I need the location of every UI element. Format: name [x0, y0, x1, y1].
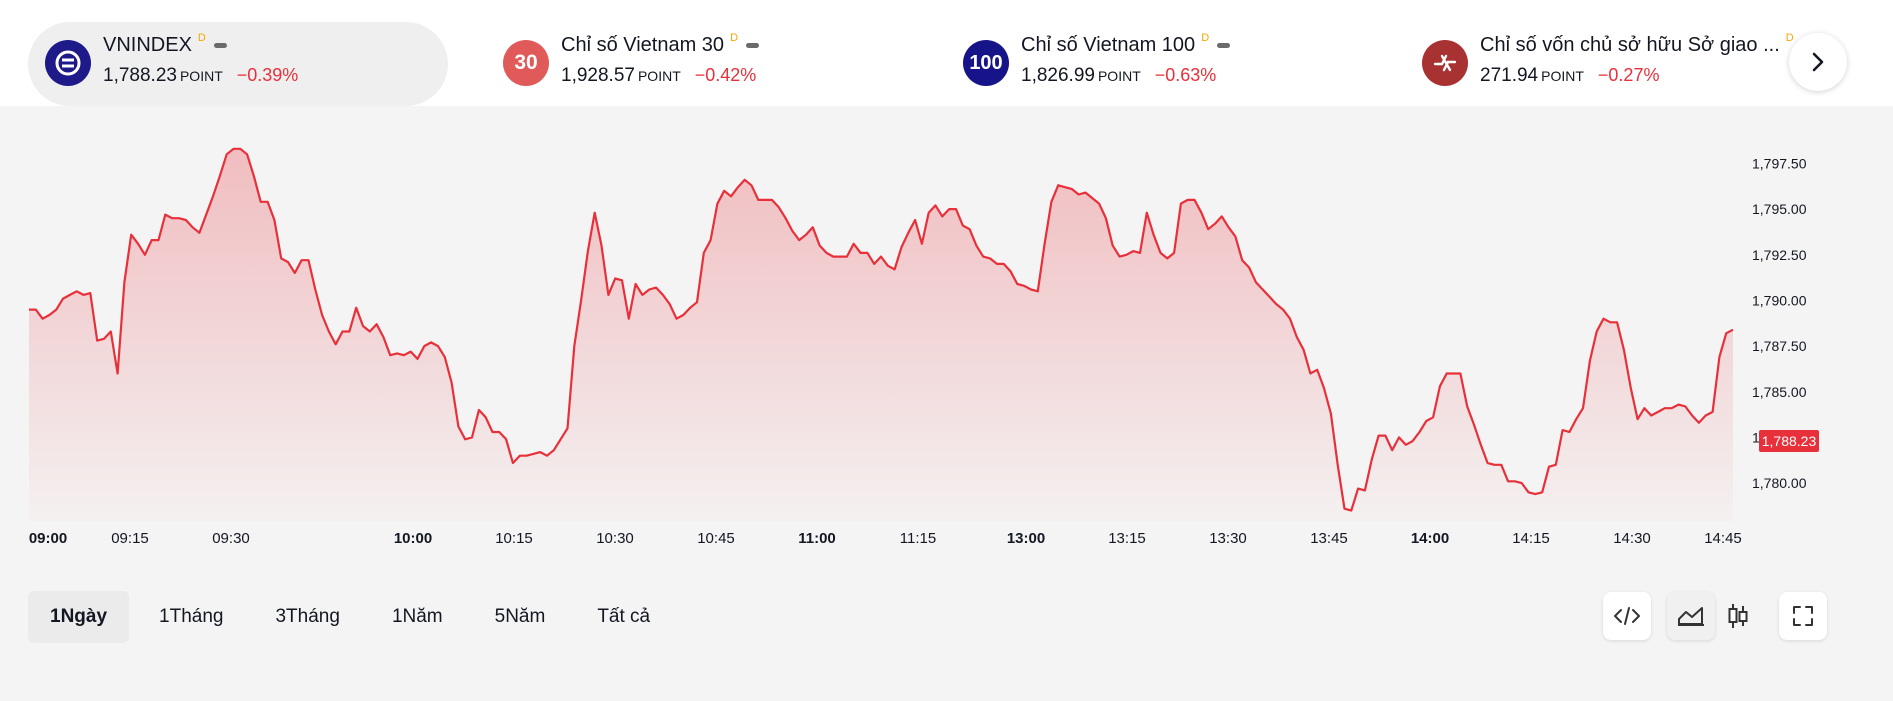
ticker-delay-flag: D — [1785, 32, 1794, 44]
price-chart-svg: 1,797.50 1,795.00 1,792.50 1,790.00 1,787.50… — [29, 147, 1807, 547]
y-tick-label: 1,785.00 — [1752, 384, 1807, 400]
y-tick-label: 1,797.50 — [1752, 155, 1807, 171]
code-icon — [1614, 607, 1640, 625]
range-button-1[interactable]: 1Tháng — [159, 606, 224, 627]
x-tick-label: 13:00 — [1007, 530, 1045, 546]
ticker-info: VNINDEX D 1,788.23 POINT −0.39% — [103, 32, 299, 87]
x-tick-label: 09:15 — [111, 530, 149, 546]
exchange-logo-icon — [1433, 54, 1457, 72]
y-tick-label: 1,787.50 — [1752, 338, 1807, 354]
ticker-change: −0.39% — [236, 65, 299, 85]
x-tick-label: 13:30 — [1209, 530, 1247, 546]
next-tickers-button[interactable] — [1789, 33, 1847, 91]
price-line — [29, 147, 1734, 512]
x-tick-label: 11:15 — [900, 530, 936, 546]
ticker-1[interactable]: 30 Chỉ số Vietnam 30 D 1,928.57 POINT −0.42% — [486, 22, 906, 106]
ticker-change: −0.63% — [1154, 65, 1217, 85]
area-chart-icon — [1678, 607, 1704, 626]
x-tick-label: 14:00 — [1411, 530, 1449, 546]
ticker-icon: 100 — [963, 40, 1009, 86]
ticker-unit: POINT — [1097, 68, 1141, 84]
ticker-3[interactable]: Chỉ số vốn chủ sở hữu Sở giao ... D 271.94… — [1405, 22, 1815, 106]
y-tick-label: 1,780.00 — [1752, 475, 1807, 491]
ticker-delay-flag: D — [1201, 32, 1210, 44]
x-tick-label: 10:15 — [495, 530, 533, 546]
ticker-icon — [45, 40, 91, 86]
x-tick-label: 11:00 — [798, 530, 836, 546]
range-button-5[interactable]: Tất cả — [597, 606, 651, 627]
ticker-status-icon — [746, 43, 760, 48]
vnindex-logo-icon — [55, 50, 81, 76]
x-tick-label: 10:00 — [394, 530, 432, 546]
ticker-name: Chỉ số vốn chủ sở hữu Sở giao ... — [1480, 34, 1780, 56]
fullscreen-icon — [1793, 606, 1813, 626]
ticker-0[interactable]: VNINDEX D 1,788.23 POINT −0.39% — [28, 22, 448, 106]
ticker-icon-text: 30 — [514, 51, 538, 74]
x-tick-label: 14:30 — [1613, 530, 1651, 546]
range-button-3[interactable]: 1Năm — [391, 606, 443, 627]
y-tick-label: 1,792.50 — [1752, 247, 1807, 263]
ticker-price: 271.94 — [1480, 65, 1539, 86]
x-tick-label: 09:00 — [29, 530, 67, 546]
ticker-change: −0.42% — [694, 65, 757, 85]
ticker-change: −0.27% — [1597, 65, 1660, 85]
ticker-status-icon — [1217, 43, 1231, 48]
range-button-4[interactable]: 5Năm — [494, 606, 546, 627]
ticker-name: VNINDEX — [103, 34, 192, 56]
ticker-unit: POINT — [179, 68, 223, 84]
x-tick-label: 10:30 — [596, 530, 634, 546]
ticker-name: Chỉ số Vietnam 30 — [561, 34, 725, 56]
price-chart[interactable]: 1,797.50 1,795.00 1,792.50 1,790.00 1,787.50… — [0, 106, 1893, 547]
chevron-right-icon — [1812, 52, 1824, 72]
candlestick-chart-button[interactable] — [1714, 592, 1762, 640]
ticker-name: Chỉ số Vietnam 100 — [1021, 34, 1196, 56]
ticker-info: Chỉ số Vietnam 30 D 1,928.57 POINT −0.42% — [561, 32, 760, 87]
x-tick-label: 13:45 — [1310, 530, 1348, 546]
ticker-2[interactable]: 100 Chỉ số Vietnam 100 D 1,826.99 POINT −0.63… — [946, 22, 1366, 106]
ticker-unit: POINT — [1541, 68, 1584, 84]
ticker-price: 1,788.23 — [103, 65, 177, 86]
ticker-info: Chỉ số vốn chủ sở hữu Sở giao ... D 271.94… — [1480, 32, 1815, 87]
candlestick-icon — [1728, 604, 1748, 628]
x-tick-label: 10:45 — [697, 530, 735, 546]
x-tick-label: 14:45 — [1704, 530, 1742, 546]
range-button-0[interactable]: 1Ngày — [28, 591, 130, 643]
x-tick-label: 14:15 — [1512, 530, 1550, 546]
ticker-info: Chỉ số Vietnam 100 D 1,826.99 POINT −0.63% — [1021, 32, 1231, 87]
ticker-delay-flag: D — [197, 32, 206, 44]
ticker-icon: 30 — [503, 40, 549, 86]
ticker-status-icon — [213, 43, 227, 48]
ticker-price: 1,826.99 — [1021, 65, 1095, 86]
ticker-icon — [1422, 40, 1468, 86]
price-area — [29, 148, 1733, 522]
fullscreen-button[interactable] — [1779, 592, 1827, 640]
ticker-price: 1,928.57 — [561, 65, 635, 86]
area-chart-button[interactable] — [1667, 592, 1715, 640]
y-tick-label: 1,795.00 — [1752, 201, 1807, 217]
ticker-bar: VNINDEX D 1,788.23 POINT −0.39% 30 Chỉ số Viet… — [0, 0, 1893, 106]
range-button-2[interactable]: 3Tháng — [275, 606, 340, 627]
current-price-tag: 1,788.23 — [1759, 430, 1819, 452]
ticker-unit: POINT — [637, 68, 681, 84]
x-tick-label: 09:30 — [212, 530, 250, 546]
embed-code-button[interactable] — [1603, 592, 1651, 640]
ticker-delay-flag: D — [730, 32, 739, 44]
ticker-icon-text: 100 — [969, 51, 1003, 74]
time-range-selector: 1Ngày 1Tháng 3Tháng 1Năm 5Năm Tất cả — [28, 591, 680, 643]
y-tick-label: 1,790.00 — [1752, 292, 1807, 308]
x-tick-label: 13:15 — [1108, 530, 1146, 546]
